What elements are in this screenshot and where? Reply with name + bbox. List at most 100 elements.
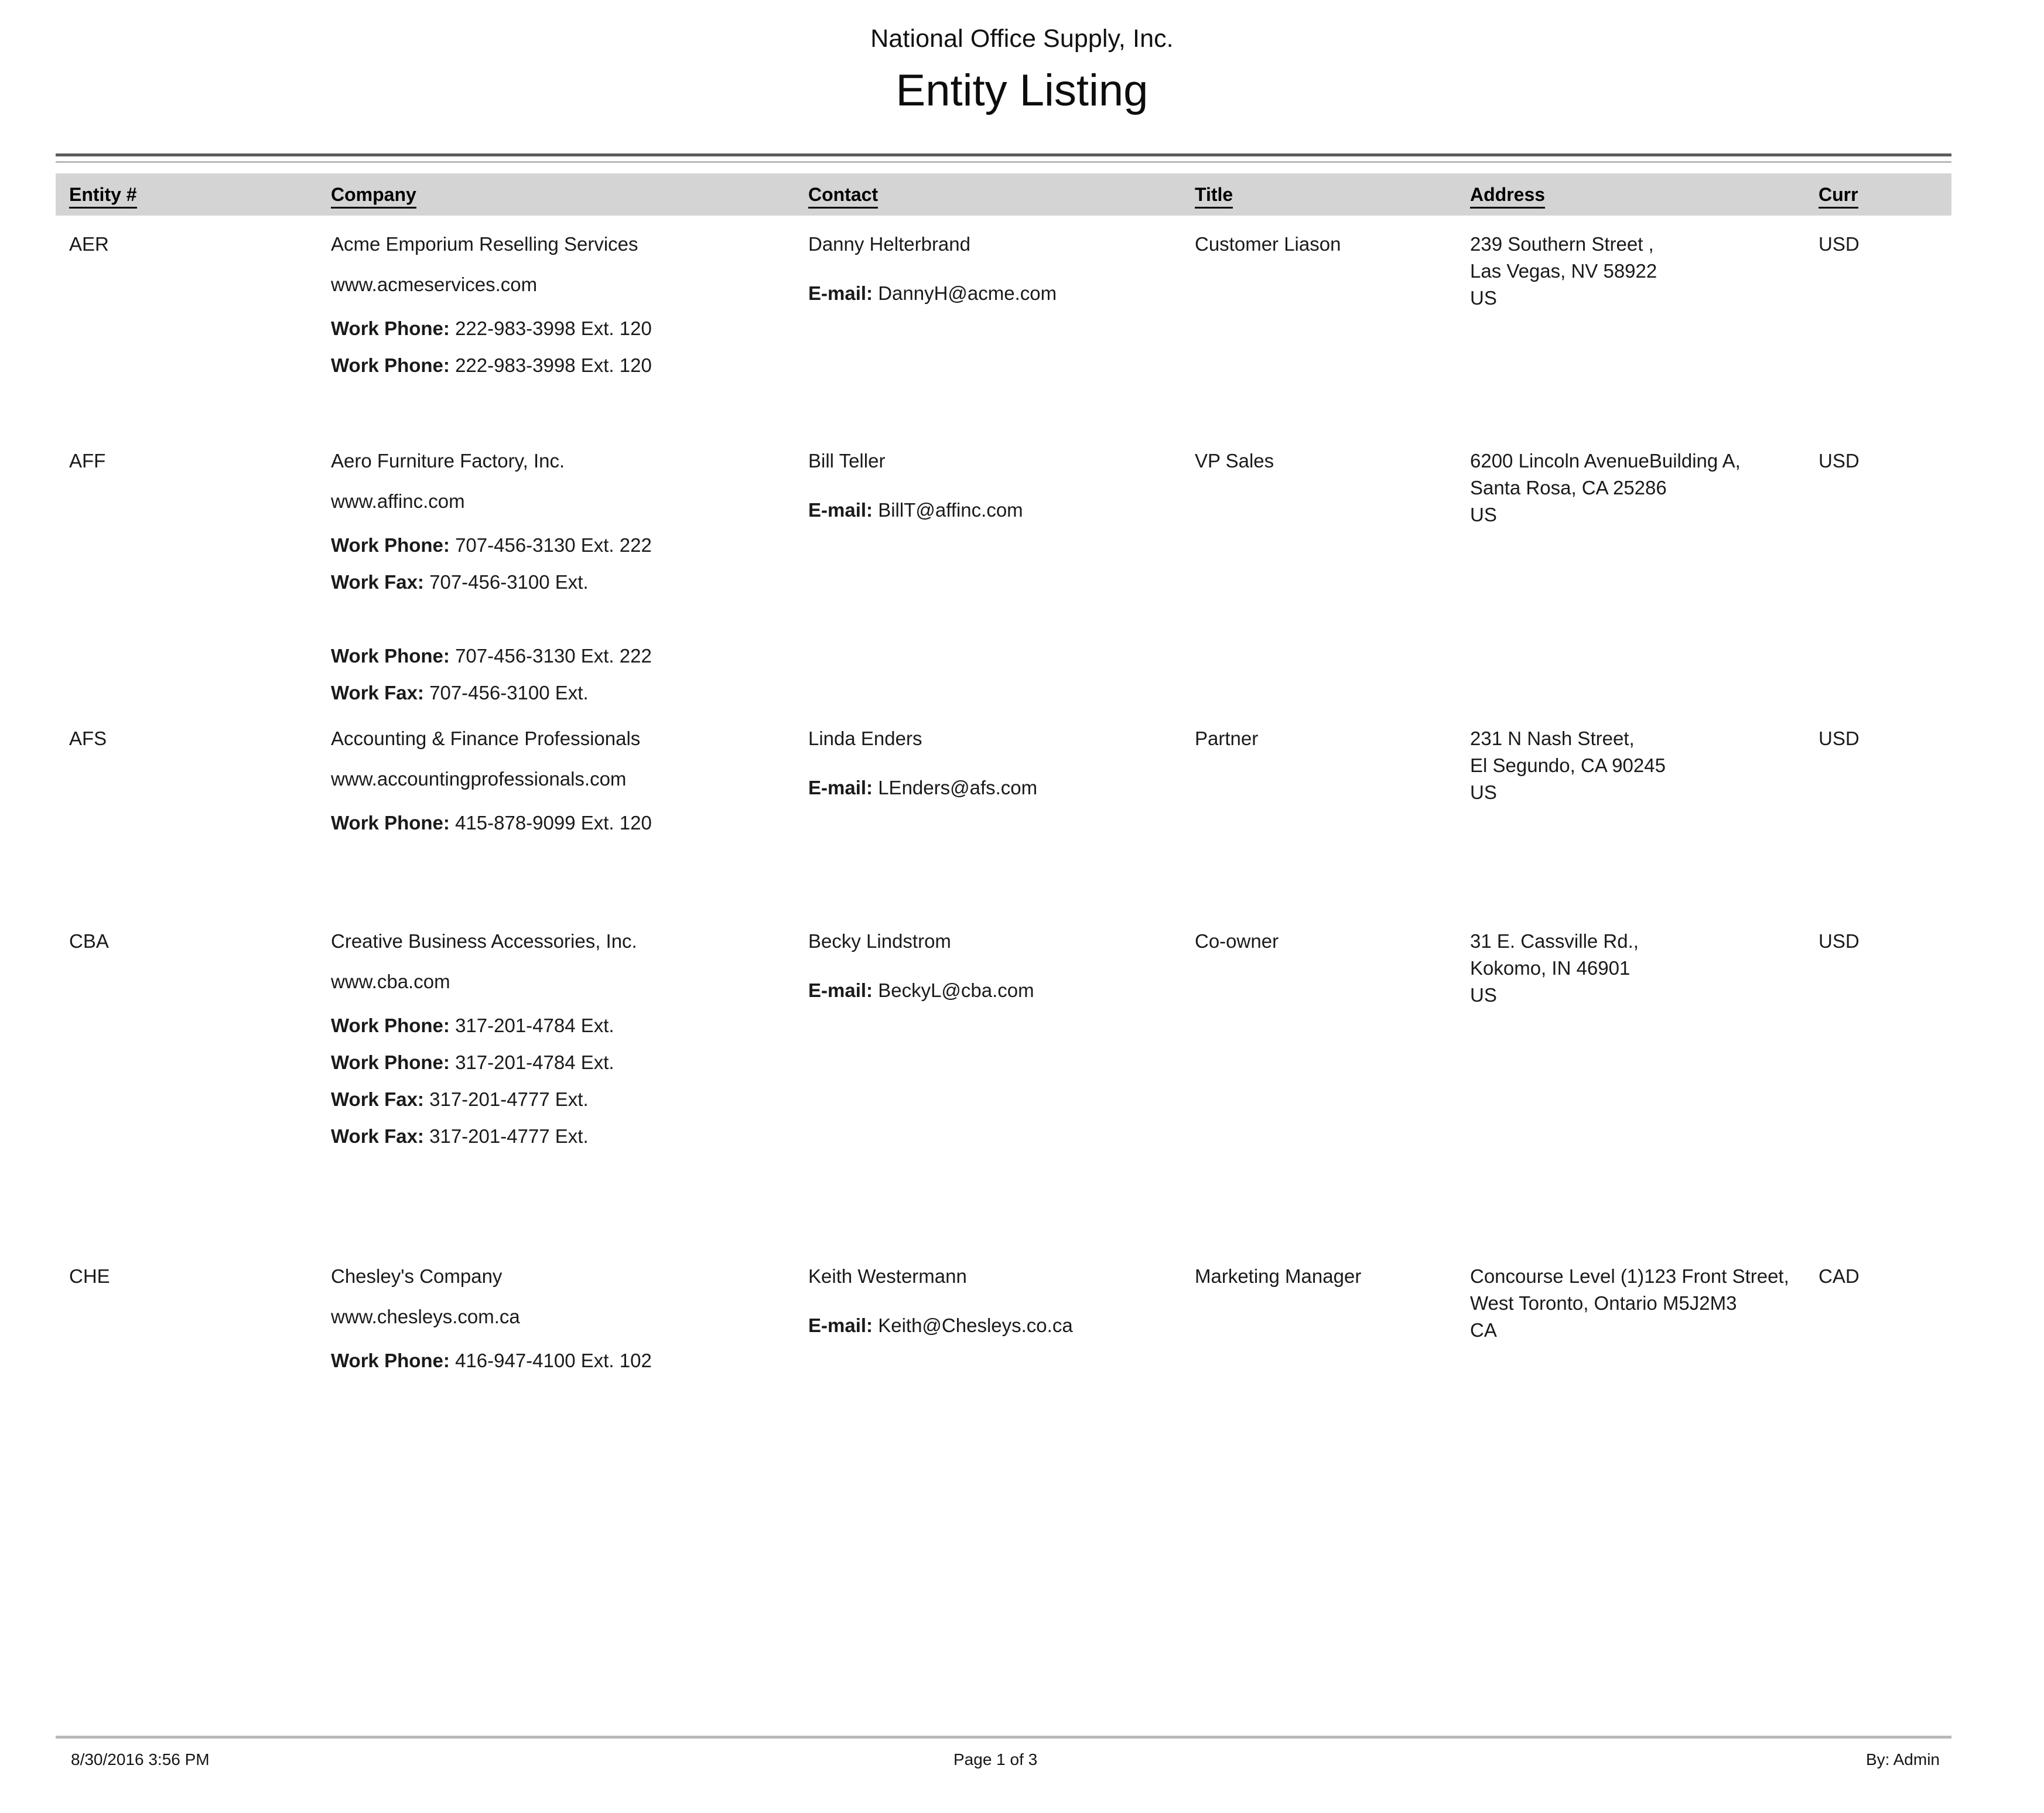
phone-value: 707-456-3130 Ext. 222 [455,534,652,556]
entity-number-value: AFF [69,450,106,472]
divider-gap [56,156,1951,161]
cell-currency: USD [1819,231,1936,258]
column-header-contact[interactable]: Contact [808,184,1183,209]
email-value: Keith@Chesleys.co.ca [878,1314,1073,1336]
phone-value: 415-878-9099 Ext. 120 [455,812,652,834]
phone-line: Work Phone: 416-947-4100 Ext. 102 [331,1342,794,1379]
column-header-label: Entity # [69,184,137,209]
address-line-3: US [1470,504,1497,525]
column-header-company[interactable]: Company [331,184,794,209]
phone-label: Work Phone: [331,354,450,376]
address-line-2: Las Vegas, NV 58922 [1470,260,1657,282]
table-row[interactable]: AFS Accounting & Finance Professionals www… [56,711,1951,914]
phone-value: 707-456-3130 Ext. 222 [455,645,652,667]
address-line-2: El Segundo, CA 90245 [1470,754,1666,776]
divider-thin [56,161,1951,163]
phone-line: Work Fax: 707-456-3100 Ext. [331,564,794,600]
phone-value: 317-201-4784 Ext. [455,1051,614,1073]
header-divider [56,153,1951,163]
email-value: BillT@affinc.com [878,499,1023,521]
phone-value: 317-201-4784 Ext. [455,1015,614,1036]
cell-company: Creative Business Accessories, Inc. www.c… [331,928,794,1155]
cell-contact: Bill Teller E-mail: BillT@affinc.com [808,448,1183,528]
cell-contact: Keith Westermann E-mail: Keith@Chesleys.c… [808,1263,1183,1344]
column-header-label: Curr [1819,184,1858,209]
entity-number-value: CHE [69,1265,110,1287]
company-website[interactable]: www.acmeservices.com [331,274,538,295]
company-name: National Office Supply, Inc. [870,25,1174,53]
cell-company: Acme Emporium Reselling Services www.acme… [331,231,794,384]
page-title: Entity Listing [895,66,1149,116]
cell-title: Partner [1195,725,1464,752]
phone-label: Work Phone: [331,1051,450,1073]
cell-title: Marketing Manager [1195,1263,1464,1290]
address-line-1: Concourse Level (1)123 Front Street, [1470,1265,1789,1287]
contact-email-line[interactable]: E-mail: DannyH@acme.com [808,275,1183,312]
company-name-value: Chesley's Company [331,1265,503,1287]
entity-number-value: AFS [69,728,107,749]
contact-email-line[interactable]: E-mail: BillT@affinc.com [808,491,1183,528]
currency-value: USD [1819,930,1860,952]
address-line-3: CA [1470,1319,1497,1341]
column-header-entity[interactable]: Entity # [69,184,303,209]
phone-value: 317-201-4777 Ext. [429,1088,589,1110]
currency-value: USD [1819,728,1860,749]
cell-currency: CAD [1819,1263,1936,1290]
contact-name-value: Linda Enders [808,728,922,749]
currency-value: USD [1819,233,1860,255]
company-contact-block: www.chesleys.com.ca Work Phone: 416-947-4… [331,1307,794,1379]
address-line-1: 31 E. Cassville Rd., [1470,930,1639,952]
cell-title: Customer Liason [1195,231,1464,258]
company-website[interactable]: www.affinc.com [331,490,465,512]
title-value: Partner [1195,728,1259,749]
entity-number-value: CBA [69,930,109,952]
footer-author: By: Admin [1865,1750,1940,1768]
cell-contact: Danny Helterbrand E-mail: DannyH@acme.com [808,231,1183,312]
company-website[interactable]: www.cba.com [331,971,450,992]
email-label: E-mail: [808,777,873,798]
column-header-label: Title [1195,184,1233,209]
contact-email-line[interactable]: E-mail: LEnders@afs.com [808,769,1183,806]
phone-label: Work Phone: [331,317,450,339]
contact-email-line[interactable]: E-mail: Keith@Chesleys.co.ca [808,1307,1183,1344]
entity-number-value: AER [69,233,109,255]
address-line-2: West Toronto, Ontario M5J2M3 [1470,1292,1737,1314]
phone-label: Work Fax: [331,571,424,593]
company-name-value: Aero Furniture Factory, Inc. [331,450,565,472]
entity-table: Entity # Company Contact Title Address Curr AE… [56,173,1951,1456]
phone-label: Work Phone: [331,1015,450,1036]
column-header-title[interactable]: Title [1195,184,1464,209]
currency-value: USD [1819,450,1860,472]
email-value: BeckyL@cba.com [878,979,1034,1001]
phone-line: Work Phone: 707-456-3130 Ext. 222 [331,637,794,674]
company-website[interactable]: www.accountingprofessionals.com [331,768,627,790]
phone-line: Work Phone: 707-456-3130 Ext. 222 [331,527,794,564]
phone-value: 317-201-4777 Ext. [429,1125,589,1147]
phone-value: 416-947-4100 Ext. 102 [455,1350,652,1371]
phone-line: Work Phone: 415-878-9099 Ext. 120 [331,804,794,841]
table-row[interactable]: CHE Chesley's Company www.chesleys.com.ca W… [56,1249,1951,1456]
cell-currency: USD [1819,725,1936,752]
contact-name-value: Danny Helterbrand [808,233,970,255]
column-header-address[interactable]: Address [1470,184,1845,209]
phone-value: 707-456-3100 Ext. [429,571,589,593]
table-header-row: Entity # Company Contact Title Address Curr [56,173,1951,216]
cell-entity-number: AFF [69,448,303,474]
cell-address: 239 Southern Street , Las Vegas, NV 58922… [1470,231,1845,312]
cell-address: Concourse Level (1)123 Front Street, West… [1470,1263,1845,1344]
company-website[interactable]: www.chesleys.com.ca [331,1306,520,1327]
phone-label: Work Phone: [331,1350,450,1371]
title-value: Co-owner [1195,930,1279,952]
column-header-curr[interactable]: Curr [1819,184,1936,209]
title-value: VP Sales [1195,450,1274,472]
contact-email-line[interactable]: E-mail: BeckyL@cba.com [808,972,1183,1009]
cell-contact: Becky Lindstrom E-mail: BeckyL@cba.com [808,928,1183,1009]
page-footer: 8/30/2016 3:56 PM Page 1 of 3 By: Admin [56,1750,1951,1780]
company-name-value: Acme Emporium Reselling Services [331,233,638,255]
table-row[interactable]: CBA Creative Business Accessories, Inc. ww… [56,914,1951,1249]
table-row[interactable]: AFF Aero Furniture Factory, Inc. www.affin… [56,433,1951,711]
phone-value: 707-456-3100 Ext. [429,682,589,704]
cell-address: 6200 Lincoln AvenueBuilding A, Santa Rosa… [1470,448,1845,528]
table-row[interactable]: AER Acme Emporium Reselling Services www.a… [56,216,1951,433]
phone-line: Work Phone: 317-201-4784 Ext. [331,1007,794,1044]
